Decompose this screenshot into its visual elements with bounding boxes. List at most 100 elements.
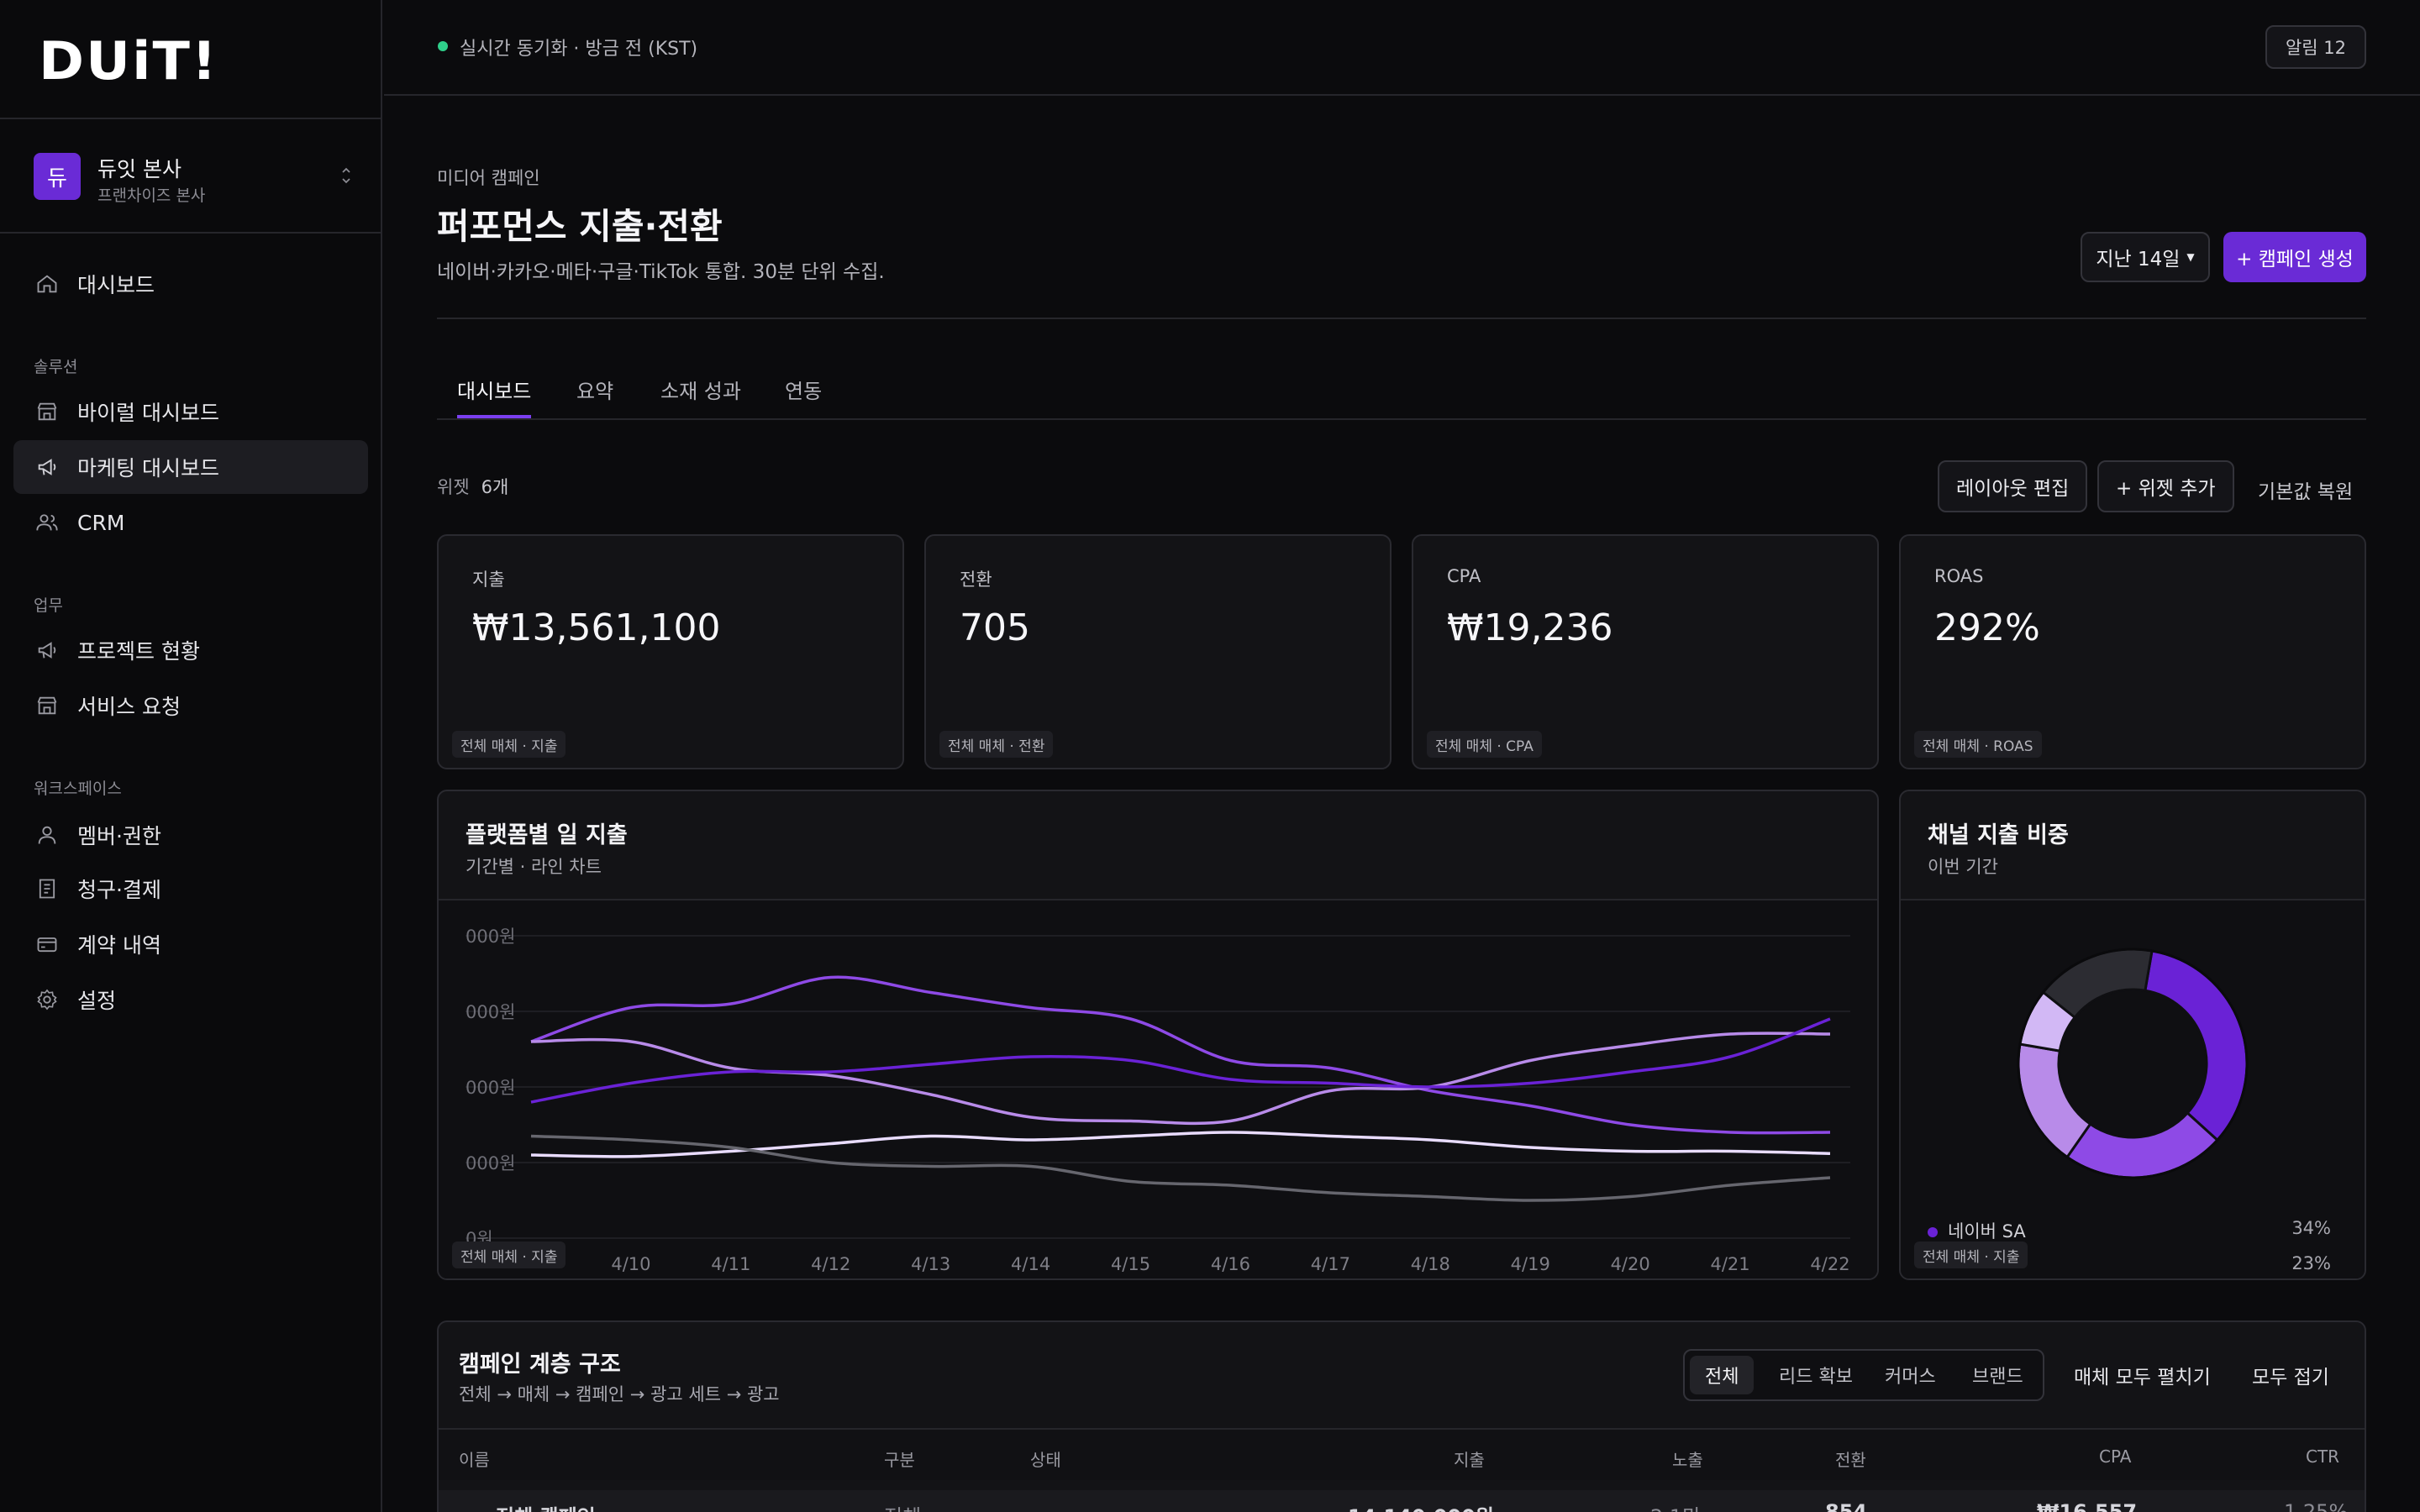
column-header-spend[interactable]: 지출 [1454, 1450, 1485, 1470]
sidebar: DUiT! 듀 듀잇 본사 프랜차이즈 본사 대시보드 솔루션 바이럴 대시보드… [0, 0, 382, 1512]
campaign-hierarchy-card: 캠페인 계층 구조 전체 → 매체 → 캠페인 → 광고 세트 → 광고 [437, 1320, 2366, 1512]
sidebar-item-billing[interactable]: 청구·결제 [13, 862, 368, 916]
row-name[interactable]: 전체 캠페인 [496, 1500, 596, 1512]
sidebar-item-contracts[interactable]: 계약 내역 [13, 917, 368, 971]
chart-tag: 전체 매체 · 지출 [452, 1242, 566, 1268]
series-line-4 [530, 1134, 1831, 1202]
sidebar-section-title: 솔루션 [34, 358, 78, 376]
donut-slice-0 [2144, 949, 2249, 1142]
caret-down-icon: ▼ [2186, 251, 2195, 263]
row-impressions: 2.1만 [1650, 1500, 1701, 1512]
legend-item: 네이버 SA 34% [1928, 1218, 2331, 1243]
x-tick-label: 4/10 [611, 1254, 650, 1274]
x-tick-label: 4/12 [811, 1254, 850, 1274]
receipt-icon [39, 879, 55, 899]
row-type: 전체 [884, 1500, 921, 1512]
period-select[interactable]: 지난 14일 ▼ [2081, 232, 2210, 282]
donut-chart [2017, 948, 2249, 1179]
sidebar-item-label: 계약 내역 [77, 933, 161, 958]
column-header-ctr[interactable]: CTR [2306, 1446, 2340, 1467]
org-name: 듀잇 본사 [97, 157, 182, 181]
column-header-type[interactable]: 구분 [884, 1450, 915, 1470]
x-tick-label: 4/17 [1311, 1254, 1350, 1274]
donut-chart-card[interactable]: 채널 지출 비중 이번 기간 네이버 SA 34% 23% 전체 매체 · 지출 [1899, 790, 2366, 1280]
card-divider [439, 899, 1877, 900]
card-body: 000원 000원 000원 000원 0원 4/10 4/11 4/12 4/13 4/14 4/… [439, 900, 1877, 1278]
sidebar-item-service-request[interactable]: 서비스 요청 [13, 679, 368, 732]
filter-lead[interactable]: 리드 확보 [1779, 1367, 1853, 1388]
widget-count-value: 6개 [481, 477, 509, 497]
edit-layout-button[interactable]: 레이아웃 편집 [1938, 460, 2088, 512]
tab-integrations[interactable]: 연동 [785, 380, 823, 403]
chevron-updown-icon [339, 165, 353, 190]
kpi-label: 전환 [960, 570, 992, 590]
page-subtitle: 네이버·카카오·메타·구글·TikTok 통합. 30분 단위 수집. [437, 261, 885, 283]
column-header-cpa[interactable]: CPA [2099, 1446, 2132, 1467]
kpi-value: ₩19,236 [1447, 606, 1613, 649]
kpi-card-cpa[interactable]: CPA ₩19,236 전체 매체 · CPA [1412, 534, 1879, 769]
tab-summary[interactable]: 요약 [576, 380, 614, 403]
filter-commerce[interactable]: 커머스 [1885, 1367, 1936, 1388]
sidebar-item-label: 설정 [77, 989, 117, 1013]
breadcrumb[interactable]: 미디어 캠페인 [437, 168, 540, 188]
series-line-1 [530, 1032, 1831, 1126]
x-tick-label: 4/14 [1011, 1254, 1050, 1274]
sidebar-item-label: 바이럴 대시보드 [77, 401, 219, 425]
sidebar-item-label: 서비스 요청 [77, 695, 181, 719]
tab-dashboard[interactable]: 대시보드 [457, 375, 532, 418]
org-switcher[interactable]: 듀 듀잇 본사 프랜차이즈 본사 [34, 153, 353, 205]
kpi-card-spend[interactable]: 지출 ₩13,561,100 전체 매체 · 지출 [437, 534, 904, 769]
column-header-impressions[interactable]: 노출 [1672, 1450, 1703, 1470]
sidebar-item-viral-dashboard[interactable]: 바이럴 대시보드 [13, 385, 368, 438]
megaphone-icon [38, 642, 56, 659]
collapse-all-button[interactable]: 모두 접기 [2252, 1367, 2329, 1389]
table-header-row [439, 1430, 2365, 1480]
sidebar-item-project-status[interactable]: 프로젝트 현황 [13, 623, 368, 677]
tab-creative-performance[interactable]: 소재 성과 [660, 380, 741, 403]
y-tick-label: 000원 [466, 1078, 515, 1098]
card-divider [439, 1428, 2365, 1430]
row-ctr: 1.25% [2284, 1500, 2349, 1512]
series-line-0 [530, 975, 1831, 1135]
card-subtitle: 기간별 · 라인 차트 [466, 857, 602, 877]
sidebar-item-label: 마케팅 대시보드 [77, 456, 219, 480]
column-header-status[interactable]: 상태 [1030, 1450, 1061, 1470]
sidebar-item-marketing-dashboard[interactable]: 마케팅 대시보드 [13, 440, 368, 494]
org-avatar: 듀 [34, 153, 81, 200]
reset-defaults-button[interactable]: 기본값 복원 [2258, 481, 2354, 503]
create-campaign-button[interactable]: + 캠페인 생성 [2223, 232, 2366, 282]
filter-brand[interactable]: 브랜드 [1972, 1367, 2023, 1388]
card-title: 캠페인 계층 구조 [459, 1352, 621, 1378]
kpi-card-conversions[interactable]: 전환 705 전체 매체 · 전환 [924, 534, 1392, 769]
filter-all[interactable]: 전체 [1690, 1356, 1754, 1394]
top-bar: 실시간 동기화 · 방금 전 (KST) 알림 12 [384, 0, 2420, 96]
sidebar-item-dashboard[interactable]: 대시보드 [13, 257, 368, 311]
notifications-button[interactable]: 알림 12 [2265, 25, 2366, 69]
table-row[interactable] [439, 1490, 2365, 1512]
users-icon [36, 514, 58, 531]
legend-value: 34% [2291, 1218, 2331, 1238]
donut-slice-2 [2017, 1042, 2092, 1159]
row-conversions: 854 [1825, 1500, 1868, 1512]
period-select-label: 지난 14일 [2096, 249, 2181, 270]
add-widget-button[interactable]: + 위젯 추가 [2097, 460, 2234, 512]
user-icon [38, 826, 56, 844]
header-divider [437, 318, 2366, 319]
column-header-name[interactable]: 이름 [459, 1450, 490, 1470]
line-chart-card[interactable]: 플랫폼별 일 지출 기간별 · 라인 차트 000원 000원 000원 000원 0원… [437, 790, 1879, 1280]
expand-all-button[interactable]: 매체 모두 펼치기 [2074, 1367, 2211, 1389]
widget-count: 위젯 6개 [437, 474, 508, 499]
sidebar-item-label: 대시보드 [77, 273, 155, 297]
brand-logo[interactable]: DUiT! [39, 30, 218, 92]
gear-icon [37, 989, 57, 1011]
kpi-card-roas[interactable]: ROAS 292% 전체 매체 · ROAS [1899, 534, 2366, 769]
sidebar-item-settings[interactable]: 설정 [13, 973, 368, 1026]
x-tick-label: 4/20 [1611, 1254, 1650, 1274]
sidebar-divider [0, 232, 382, 234]
sidebar-item-members[interactable]: 멤버·권한 [13, 808, 368, 862]
page-title: 퍼포먼스 지출·전환 [437, 206, 723, 247]
sidebar-item-crm[interactable]: CRM [13, 496, 368, 549]
sidebar-item-label: 프로젝트 현황 [77, 639, 200, 664]
column-header-conversions[interactable]: 전환 [1835, 1450, 1866, 1470]
